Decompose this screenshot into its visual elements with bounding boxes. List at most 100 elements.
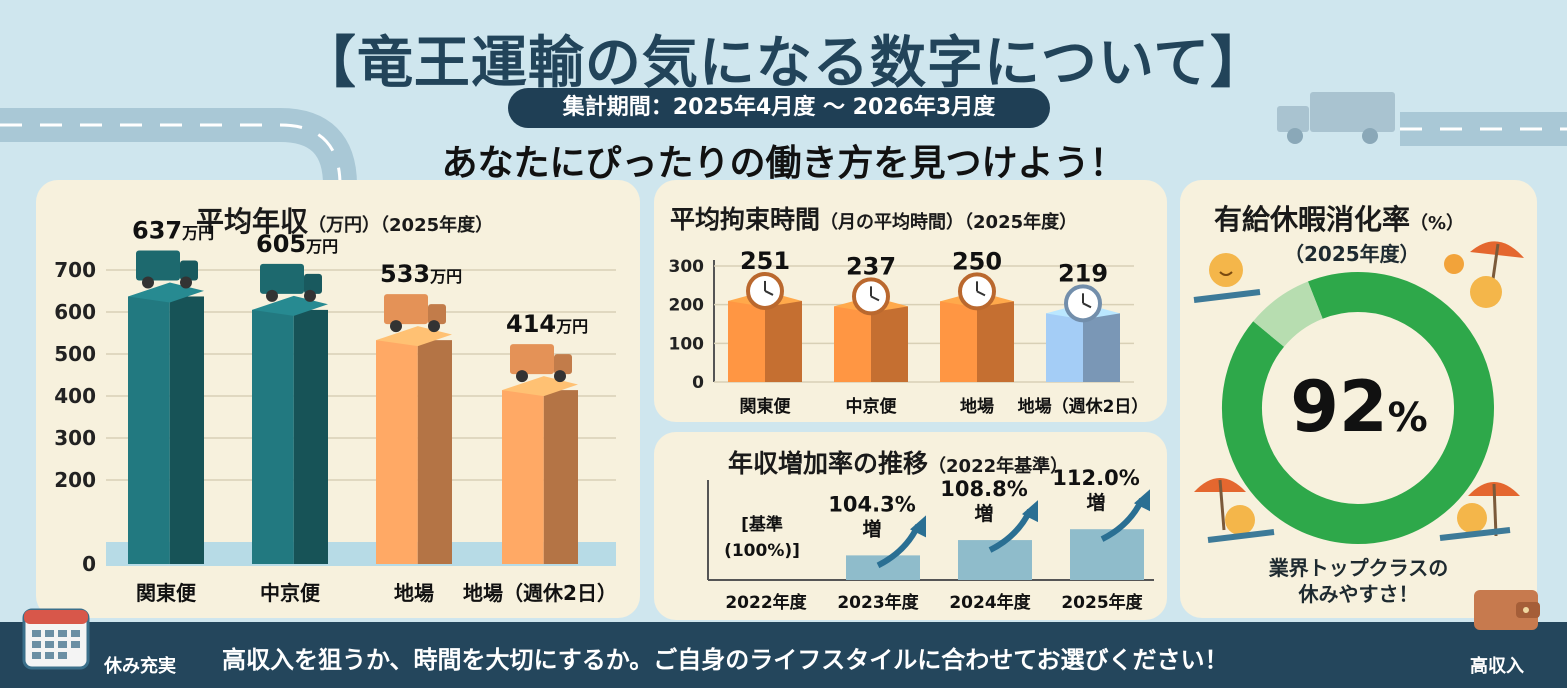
salary-bar-side bbox=[417, 340, 452, 564]
salary-bar-side bbox=[293, 309, 328, 564]
background-road-right bbox=[1400, 112, 1567, 146]
x-tick-label: 2024年度 bbox=[949, 592, 1031, 613]
x-tick-label: 2023年度 bbox=[837, 592, 919, 613]
growth-bar bbox=[846, 555, 920, 580]
y-tick-label: 100 bbox=[669, 334, 705, 354]
hours-title: 平均拘束時間（月の平均時間）（2025年度） bbox=[670, 200, 1077, 236]
footer-bar: 休み充実 高収入を狙うか、時間を大切にするか。ご自身のライフスタイルに合わせてお… bbox=[0, 590, 1567, 688]
salary-bar bbox=[502, 390, 544, 564]
y-tick-label: 200 bbox=[669, 296, 705, 316]
y-tick-label: 200 bbox=[54, 468, 96, 492]
x-tick-label: 地場（週休2日） bbox=[1018, 396, 1149, 417]
leave-caption-1: 業界トップクラスの bbox=[1268, 556, 1449, 580]
truck-cargo bbox=[136, 250, 180, 281]
growth-title: 年収増加率の推移（2022年基準） bbox=[728, 444, 1068, 480]
hours-bar bbox=[728, 300, 765, 382]
x-tick-label: 関東便 bbox=[136, 581, 197, 605]
leave-value: 92% bbox=[1288, 366, 1430, 448]
truck-wheel bbox=[266, 289, 278, 302]
hours-bar-side bbox=[871, 306, 908, 382]
x-tick-label: 2022年度 bbox=[725, 592, 807, 613]
truck-cab bbox=[554, 354, 572, 375]
y-tick-label: 700 bbox=[54, 258, 96, 282]
x-tick-label: 中京便 bbox=[260, 581, 321, 605]
calendar-icon bbox=[22, 608, 90, 670]
leave-panel: 有給休暇消化率（%） （2025年度） 92 bbox=[1180, 180, 1537, 618]
hours-bar-side bbox=[765, 300, 802, 382]
hours-bar bbox=[1046, 313, 1083, 382]
hours-bar-side bbox=[1083, 313, 1120, 382]
clock-icon bbox=[1064, 284, 1102, 323]
beach-umbrella-icon bbox=[1194, 478, 1275, 543]
hours-chart: 0 100 200 300 251 関東便 237 中京便 250 地場 219 地場（週休2日） bbox=[669, 247, 1149, 417]
x-tick-label: 関東便 bbox=[740, 396, 792, 417]
y-tick-label: 400 bbox=[54, 384, 96, 408]
truck-cargo bbox=[510, 344, 554, 375]
truck-icon bbox=[384, 294, 446, 333]
growth-value-suffix: 増 bbox=[1086, 491, 1105, 514]
salary-title-unit: （万円）（2025年度） bbox=[308, 215, 494, 236]
growth-value-label: 104.3% bbox=[828, 492, 915, 516]
footer-message: 高収入を狙うか、時間を大切にするか。ご自身のライフスタイルに合わせてお選びくださ… bbox=[222, 646, 1229, 674]
period-badge: 集計期間：2025年4月度 〜 2026年3月度 bbox=[508, 88, 1050, 128]
clock-hand bbox=[870, 295, 880, 302]
truck-icon bbox=[260, 263, 322, 302]
truck-cargo bbox=[384, 294, 428, 325]
hours-title-text: 平均拘束時間 bbox=[670, 205, 821, 234]
hours-value-label: 251 bbox=[740, 247, 790, 275]
footer-right-label: 高収入 bbox=[1470, 656, 1524, 677]
hours-bar bbox=[940, 301, 977, 382]
truck-wheel bbox=[142, 276, 154, 289]
clock-hand bbox=[1082, 302, 1092, 309]
y-tick-label: 300 bbox=[669, 257, 705, 277]
hours-title-unit: （月の平均時間）（2025年度） bbox=[820, 212, 1078, 233]
page-title: 【竜王運輸の気になる数字について】 bbox=[299, 31, 1268, 96]
salary-value-label: 605万円 bbox=[256, 230, 338, 258]
hours-value-label: 250 bbox=[952, 247, 1002, 275]
hours-panel: 平均拘束時間（月の平均時間）（2025年度） 0 100 200 300 251 関東便 2… bbox=[654, 180, 1167, 422]
y-tick-label: 0 bbox=[692, 373, 704, 393]
leave-year: （2025年度） bbox=[1284, 242, 1420, 266]
growth-base-label: [基準 bbox=[741, 514, 783, 535]
y-tick-label: 0 bbox=[82, 552, 96, 576]
growth-arrow-head bbox=[1134, 489, 1150, 512]
x-tick-label: 地場（週休2日） bbox=[463, 581, 617, 605]
truck-icon bbox=[510, 344, 572, 383]
growth-title-text: 年収増加率の推移 bbox=[728, 449, 929, 478]
leave-caption-2: 休みやすさ！ bbox=[1298, 582, 1419, 606]
y-tick-label: 300 bbox=[54, 426, 96, 450]
clock-hand bbox=[976, 290, 986, 297]
beach-umbrella-icon bbox=[1470, 241, 1524, 308]
hours-bar-side bbox=[977, 301, 1014, 382]
growth-panel: 年収増加率の推移（2022年基準） [基準 (100%)] 2022年度 104.3%… bbox=[654, 432, 1167, 620]
growth-value-suffix: 増 bbox=[974, 502, 993, 525]
truck-cab bbox=[180, 260, 198, 281]
hours-bar bbox=[834, 306, 871, 382]
background-truck-icon bbox=[1277, 92, 1395, 144]
sleeping-smiley-icon bbox=[1193, 253, 1261, 303]
x-tick-label: 地場 bbox=[960, 396, 994, 417]
growth-base-label: (100%)] bbox=[724, 541, 800, 561]
truck-cab bbox=[304, 273, 322, 294]
salary-panel: 平均年収（万円）（2025年度） 0 200 300 400 500 600 700 637万… bbox=[36, 180, 640, 618]
growth-value-suffix: 増 bbox=[862, 517, 881, 540]
salary-bar-side bbox=[543, 390, 578, 564]
clock-icon bbox=[958, 272, 996, 311]
truck-wheel bbox=[390, 320, 402, 333]
truck-icon bbox=[136, 250, 198, 289]
truck-wheel bbox=[516, 370, 528, 383]
salary-value-label: 414万円 bbox=[506, 310, 588, 338]
growth-arrow-head bbox=[910, 515, 926, 538]
clock-hand bbox=[764, 290, 774, 296]
y-tick-label: 500 bbox=[54, 342, 96, 366]
truck-wheel bbox=[180, 276, 192, 289]
donut-segment-used bbox=[1222, 272, 1494, 544]
leave-value-number: 92 bbox=[1290, 366, 1388, 448]
donut-segment-remaining bbox=[1253, 281, 1324, 348]
leave-title: 有給休暇消化率（%） bbox=[1214, 198, 1464, 238]
wallet-icon bbox=[1474, 590, 1540, 630]
truck-cab bbox=[428, 304, 446, 325]
truck-wheel bbox=[428, 320, 440, 333]
background-road-left bbox=[0, 108, 357, 186]
